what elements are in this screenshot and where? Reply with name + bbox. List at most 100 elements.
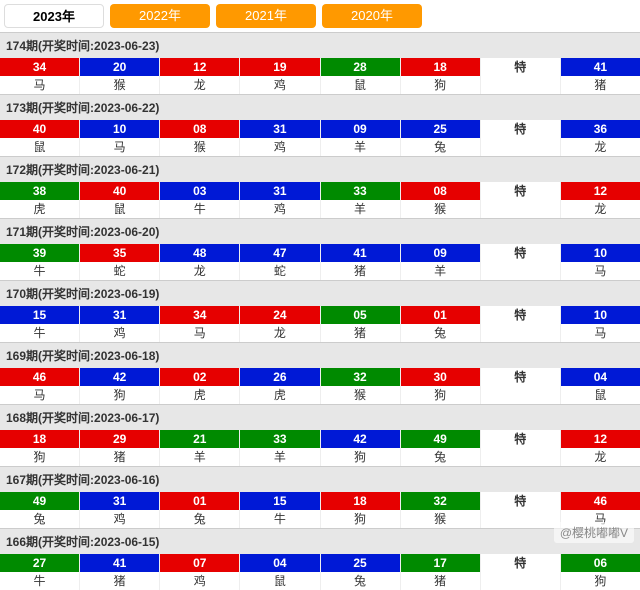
zodiac-label: 狗 — [34, 448, 46, 466]
balls-row: 18狗29猪21羊33羊42狗49兔特12龙 — [0, 430, 640, 466]
zodiac-label: 龙 — [194, 262, 206, 280]
special-ball-cell: 10马 — [561, 244, 640, 280]
ball-number: 32 — [321, 368, 400, 386]
ball-number: 42 — [321, 430, 400, 448]
tab-2022年[interactable]: 2022年 — [110, 4, 210, 28]
zodiac-label: 龙 — [594, 448, 606, 466]
ball-number: 48 — [160, 244, 239, 262]
ball-cell: 18狗 — [401, 58, 481, 94]
ball-number: 33 — [321, 182, 400, 200]
zodiac-label: 蛇 — [274, 262, 286, 280]
period-header: 167期(开奖时间:2023-06-16) — [0, 467, 640, 492]
zodiac-label: 鸡 — [274, 200, 286, 218]
ball-number: 04 — [561, 368, 640, 386]
balls-row: 15牛31鸡34马24龙05猪01兔特10马 — [0, 306, 640, 342]
ball-cell: 15牛 — [240, 492, 320, 528]
ball-number: 25 — [321, 554, 400, 572]
ball-cell: 17猪 — [401, 554, 481, 590]
period-172: 172期(开奖时间:2023-06-21)38虎40鼠03牛31鸡33羊08猴特… — [0, 156, 640, 218]
ball-number: 28 — [321, 58, 400, 76]
special-label-cell: 特 — [481, 306, 561, 342]
balls-row: 46马42狗02虎26虎32猴30狗特04鼠 — [0, 368, 640, 404]
ball-cell: 39牛 — [0, 244, 80, 280]
ball-number: 07 — [160, 554, 239, 572]
ball-cell: 42狗 — [80, 368, 160, 404]
special-label: 特 — [481, 306, 560, 324]
ball-number: 34 — [160, 306, 239, 324]
ball-cell: 42狗 — [321, 430, 401, 466]
ball-number: 35 — [80, 244, 159, 262]
zodiac-label: 猴 — [114, 76, 126, 94]
ball-number: 33 — [240, 430, 319, 448]
ball-number: 03 — [160, 182, 239, 200]
ball-number: 40 — [80, 182, 159, 200]
special-label: 特 — [481, 244, 560, 262]
tab-2021年[interactable]: 2021年 — [216, 4, 316, 28]
zodiac-label: 猴 — [434, 200, 446, 218]
period-header: 168期(开奖时间:2023-06-17) — [0, 405, 640, 430]
zodiac-label: 狗 — [434, 76, 446, 94]
zodiac-label: 兔 — [354, 572, 366, 590]
zodiac-label: 马 — [194, 324, 206, 342]
zodiac-label: 鸡 — [274, 138, 286, 156]
zodiac-label: 羊 — [274, 448, 286, 466]
ball-cell: 10马 — [80, 120, 160, 156]
special-label: 特 — [481, 182, 560, 200]
ball-cell: 08猴 — [401, 182, 481, 218]
special-label-cell: 特 — [481, 182, 561, 218]
ball-cell: 34马 — [0, 58, 80, 94]
zodiac-label: 鼠 — [274, 572, 286, 590]
period-170: 170期(开奖时间:2023-06-19)15牛31鸡34马24龙05猪01兔特… — [0, 280, 640, 342]
zodiac-label: 猪 — [114, 572, 126, 590]
ball-number: 18 — [0, 430, 79, 448]
special-label: 特 — [481, 120, 560, 138]
ball-cell: 24龙 — [240, 306, 320, 342]
ball-cell: 27牛 — [0, 554, 80, 590]
zodiac-label: 马 — [594, 262, 606, 280]
ball-cell: 32猴 — [401, 492, 481, 528]
period-173: 173期(开奖时间:2023-06-22)40鼠10马08猴31鸡09羊25兔特… — [0, 94, 640, 156]
zodiac-label: 鼠 — [594, 386, 606, 404]
zodiac-label: 狗 — [594, 572, 606, 590]
tab-2023年[interactable]: 2023年 — [4, 4, 104, 28]
period-header: 172期(开奖时间:2023-06-21) — [0, 157, 640, 182]
zodiac-label: 龙 — [194, 76, 206, 94]
ball-number: 34 — [0, 58, 79, 76]
zodiac-label: 猪 — [594, 76, 606, 94]
tab-2020年[interactable]: 2020年 — [322, 4, 422, 28]
ball-cell: 12龙 — [160, 58, 240, 94]
year-tabs: 2023年2022年2021年2020年 — [0, 0, 640, 32]
ball-cell: 41猪 — [321, 244, 401, 280]
zodiac-label: 牛 — [274, 510, 286, 528]
special-label: 特 — [481, 368, 560, 386]
ball-cell: 30狗 — [401, 368, 481, 404]
ball-number: 01 — [401, 306, 480, 324]
special-label: 特 — [481, 492, 560, 510]
ball-number: 31 — [80, 306, 159, 324]
ball-number: 10 — [80, 120, 159, 138]
period-header: 174期(开奖时间:2023-06-23) — [0, 33, 640, 58]
ball-number: 39 — [0, 244, 79, 262]
balls-row: 49兔31鸡01兔15牛18狗32猴特46马 — [0, 492, 640, 528]
zodiac-label: 猪 — [354, 324, 366, 342]
ball-number: 10 — [561, 306, 640, 324]
zodiac-label: 羊 — [354, 138, 366, 156]
ball-cell: 18狗 — [0, 430, 80, 466]
ball-number: 01 — [160, 492, 239, 510]
balls-row: 27牛41猪07鸡04鼠25兔17猪特06狗 — [0, 554, 640, 590]
ball-number: 15 — [240, 492, 319, 510]
zodiac-label: 猴 — [354, 386, 366, 404]
zodiac-label: 羊 — [354, 200, 366, 218]
zodiac-label: 兔 — [34, 510, 46, 528]
zodiac-label: 鸡 — [114, 510, 126, 528]
zodiac-label: 牛 — [34, 262, 46, 280]
period-header: 173期(开奖时间:2023-06-22) — [0, 95, 640, 120]
zodiac-label: 鼠 — [114, 200, 126, 218]
ball-number: 09 — [401, 244, 480, 262]
special-label-cell: 特 — [481, 492, 561, 528]
zodiac-label: 鼠 — [354, 76, 366, 94]
zodiac-label: 虎 — [34, 200, 46, 218]
zodiac-label: 猴 — [194, 138, 206, 156]
special-ball-cell: 10马 — [561, 306, 640, 342]
ball-cell: 19鸡 — [240, 58, 320, 94]
